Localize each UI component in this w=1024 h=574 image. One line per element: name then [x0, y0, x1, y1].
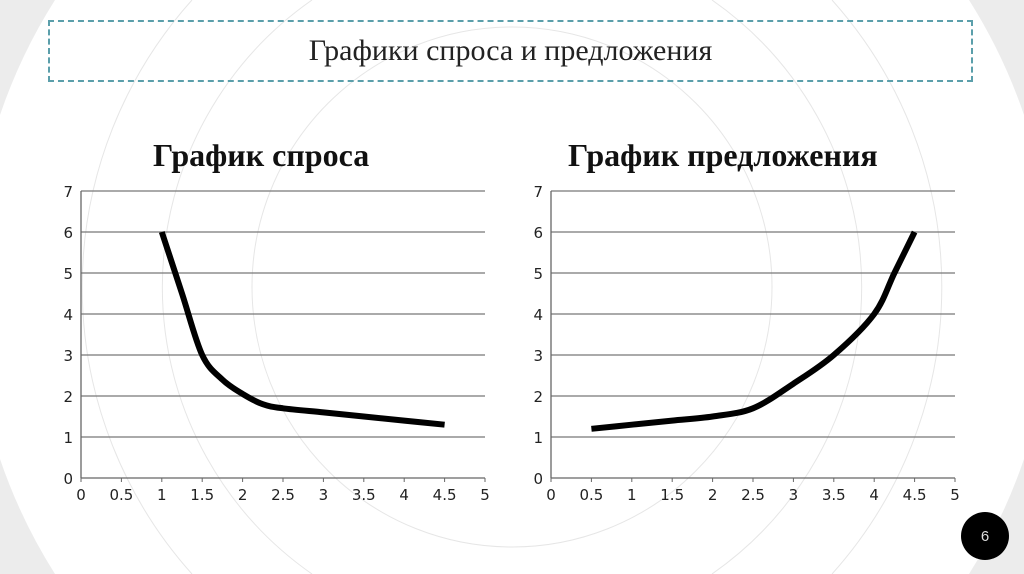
y-tick-label: 4 — [63, 306, 73, 324]
x-tick-label: 0 — [76, 486, 86, 504]
x-tick-label: 4.5 — [433, 486, 457, 504]
x-tick-label: 1 — [627, 486, 637, 504]
background-ring — [81, 0, 193, 574]
y-tick-label: 0 — [63, 470, 73, 488]
y-tick-label: 4 — [533, 306, 543, 324]
background-ring — [251, 26, 773, 548]
x-tick-label: 1.5 — [660, 486, 684, 504]
x-tick-label: 1 — [157, 486, 167, 504]
supply-chart: 0 1 2 3 4 5 6 7 0 0.5 1 1.5 2 2.5 3 3.5 4 4.5 5 — [533, 183, 959, 504]
y-tick-label: 7 — [533, 183, 543, 201]
y-tick-label: 1 — [533, 429, 543, 447]
x-tick-label: 0.5 — [109, 486, 133, 504]
title-box: Графики спроса и предложения — [48, 20, 973, 82]
y-tick-label: 5 — [63, 265, 73, 283]
x-tick-label: 4 — [399, 486, 409, 504]
supply-curve — [591, 230, 918, 432]
y-tick-label: 2 — [63, 388, 73, 406]
x-tick-label: 0 — [546, 486, 556, 504]
background-ring — [161, 0, 313, 574]
x-tick-label: 3 — [319, 486, 329, 504]
slide-title: Графики спроса и предложения — [308, 34, 713, 67]
demand-chart: 0 1 2 3 4 5 6 7 0 0.5 1 1.5 2 2.5 3 3.5 4 4.5 5 — [63, 183, 489, 504]
x-tick-label: 3 — [789, 486, 799, 504]
y-tick-label: 2 — [533, 388, 543, 406]
x-tick-label: 5 — [480, 486, 490, 504]
y-tick-label: 7 — [63, 183, 73, 201]
y-tick-label: 6 — [533, 224, 543, 242]
background-ring — [711, 0, 863, 574]
background-ring — [831, 0, 943, 574]
y-tick-label: 3 — [63, 347, 73, 365]
x-tick-label: 2 — [238, 486, 248, 504]
slide-number: 6 — [961, 512, 1009, 560]
y-tick-label: 3 — [533, 347, 543, 365]
x-tick-label: 1.5 — [190, 486, 214, 504]
demand-curve — [158, 231, 445, 428]
x-tick-label: 5 — [950, 486, 960, 504]
y-tick-label: 5 — [533, 265, 543, 283]
x-tick-label: 3.5 — [822, 486, 846, 504]
y-tick-label: 6 — [63, 224, 73, 242]
x-tick-label: 2.5 — [271, 486, 295, 504]
x-tick-label: 3.5 — [352, 486, 376, 504]
x-tick-label: 2.5 — [741, 486, 765, 504]
x-tick-label: 4.5 — [903, 486, 927, 504]
y-tick-label: 0 — [533, 470, 543, 488]
supply-chart-title: График предложения — [568, 137, 878, 173]
x-tick-label: 2 — [708, 486, 718, 504]
y-tick-label: 1 — [63, 429, 73, 447]
demand-chart-title: График спроса — [153, 137, 370, 173]
x-tick-label: 0.5 — [579, 486, 603, 504]
x-tick-label: 4 — [869, 486, 879, 504]
